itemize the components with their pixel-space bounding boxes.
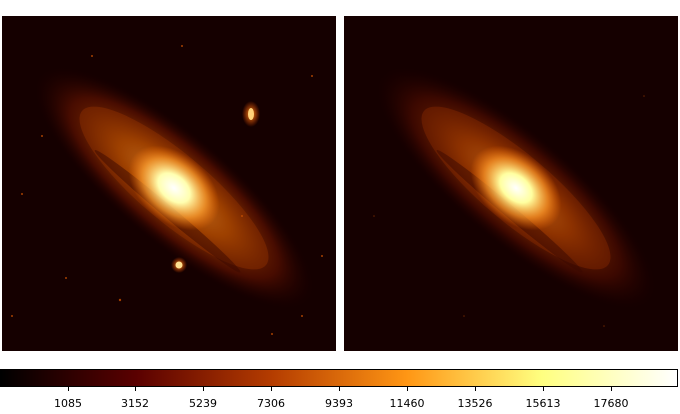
colorbar-tick-label: 15613	[525, 397, 561, 410]
colorbar-tick-mark	[543, 387, 544, 391]
satellite-galaxy-upper	[242, 101, 260, 127]
colorbar-ticks: 1085 3152 5239 7306 9393 11460 13526 15613 17680	[0, 387, 680, 414]
colorbar-tick-mark	[407, 387, 408, 391]
galaxy-svg-right	[344, 16, 678, 351]
colorbar-tick-label: 3152	[121, 397, 149, 410]
colorbar-tick-mark	[475, 387, 476, 391]
satellite-galaxy-lower	[171, 257, 187, 273]
colorbar-tick-mark	[611, 387, 612, 391]
colorbar	[0, 369, 678, 387]
colorbar-tick-label: 13526	[457, 397, 493, 410]
colorbar-tick-label: 17680	[593, 397, 629, 410]
colorbar-tick-mark	[203, 387, 204, 391]
galaxy-image-right	[344, 16, 678, 351]
colorbar-tick-label: 11460	[389, 397, 425, 410]
colorbar-tick-mark	[68, 387, 69, 391]
colorbar-tick-mark	[271, 387, 272, 391]
galaxy-image-left	[2, 16, 336, 351]
galaxy-svg-left	[2, 16, 336, 351]
colorbar-tick-label: 1085	[54, 397, 82, 410]
colorbar-tick-mark	[339, 387, 340, 391]
colorbar-tick-label: 9393	[325, 397, 353, 410]
colorbar-tick-label: 5239	[189, 397, 217, 410]
colorbar-tick-label: 7306	[257, 397, 285, 410]
colorbar-tick-mark	[135, 387, 136, 391]
